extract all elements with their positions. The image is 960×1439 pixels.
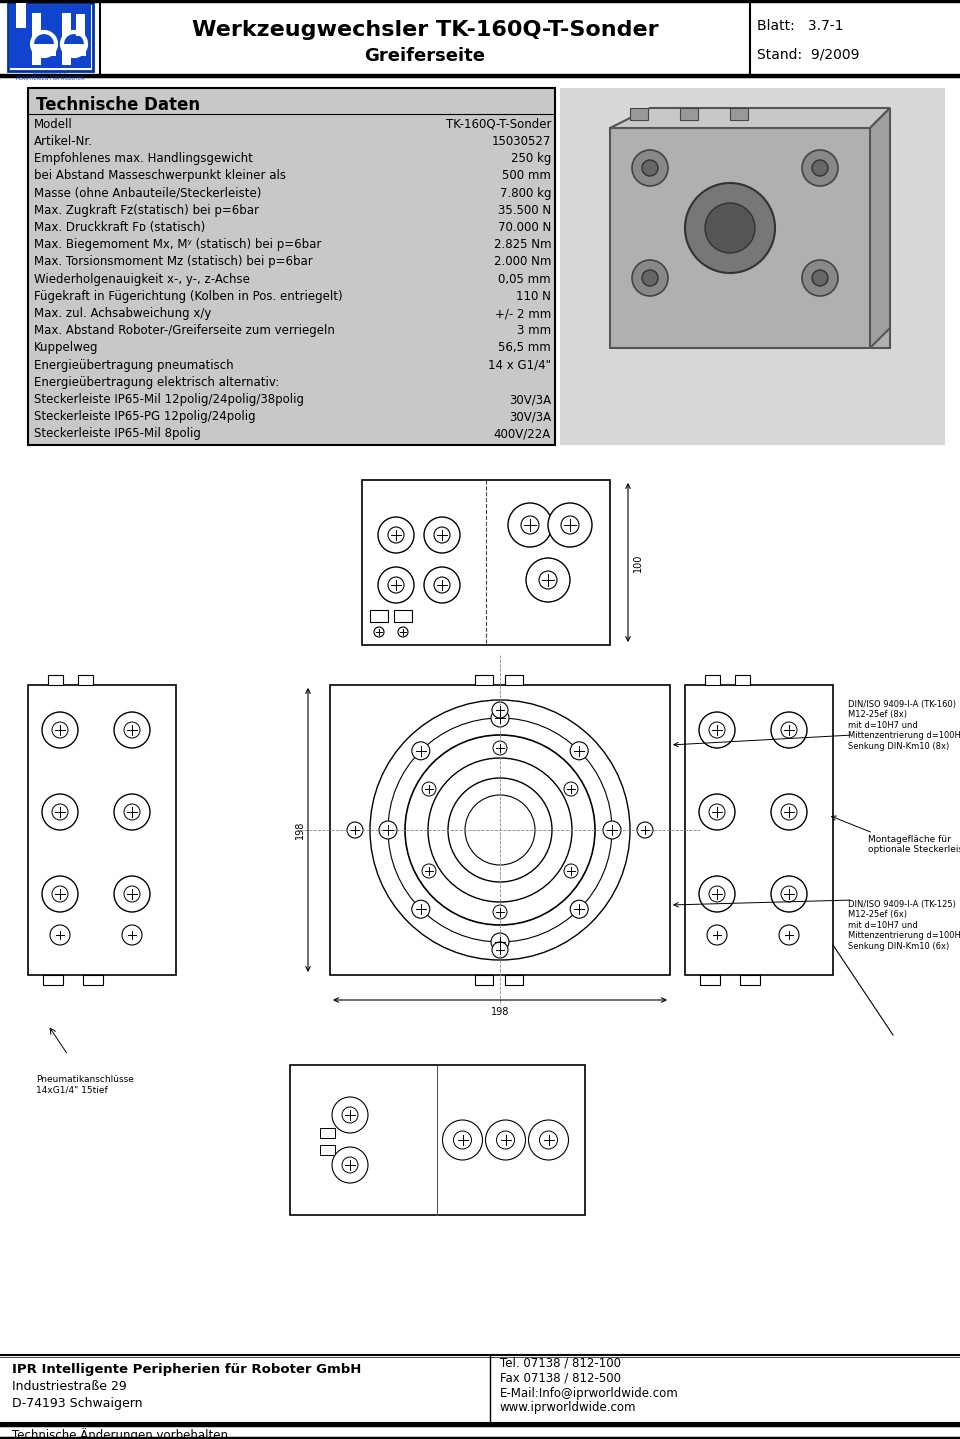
Circle shape xyxy=(114,876,150,912)
Bar xyxy=(320,1145,335,1156)
Text: 100: 100 xyxy=(633,554,643,571)
Bar xyxy=(8,3,93,71)
Text: 400V/22A: 400V/22A xyxy=(493,427,551,440)
Circle shape xyxy=(771,712,807,748)
Text: Max. Abstand Roboter-/Greiferseite zum verriegeln: Max. Abstand Roboter-/Greiferseite zum v… xyxy=(34,324,335,337)
Circle shape xyxy=(812,160,828,176)
Circle shape xyxy=(422,863,436,878)
Circle shape xyxy=(637,822,653,837)
Bar xyxy=(62,45,86,56)
Circle shape xyxy=(388,718,612,943)
Text: 500 mm: 500 mm xyxy=(502,170,551,183)
Circle shape xyxy=(779,925,799,945)
Text: www.iprworldwide.com: www.iprworldwide.com xyxy=(500,1402,636,1415)
Circle shape xyxy=(707,925,727,945)
Circle shape xyxy=(342,1157,358,1173)
Text: Max. Biegemoment Mx, Mʸ (statisch) bei p=6bar: Max. Biegemoment Mx, Mʸ (statisch) bei p… xyxy=(34,239,322,252)
Polygon shape xyxy=(610,108,890,128)
Bar xyxy=(740,976,760,986)
Circle shape xyxy=(443,1120,483,1160)
Circle shape xyxy=(709,722,725,738)
Circle shape xyxy=(781,886,797,902)
Text: 30V/3A: 30V/3A xyxy=(509,393,551,406)
Polygon shape xyxy=(870,108,890,348)
Text: Werkzeugwechsler TK-160Q-T-Sonder: Werkzeugwechsler TK-160Q-T-Sonder xyxy=(192,20,659,40)
Circle shape xyxy=(428,758,572,902)
Circle shape xyxy=(124,886,140,902)
Circle shape xyxy=(379,822,397,839)
Text: Blatt:   3.7-1: Blatt: 3.7-1 xyxy=(757,19,844,33)
Circle shape xyxy=(412,741,430,760)
Circle shape xyxy=(539,571,557,589)
Bar xyxy=(320,1128,335,1138)
Bar xyxy=(28,88,555,445)
Circle shape xyxy=(378,517,414,553)
Text: Masse (ohne Anbauteile/Steckerleiste): Masse (ohne Anbauteile/Steckerleiste) xyxy=(34,187,261,200)
Bar xyxy=(705,675,720,685)
Bar xyxy=(330,685,670,976)
Bar xyxy=(16,6,26,14)
Bar xyxy=(76,14,85,36)
Text: Kuppelweg: Kuppelweg xyxy=(34,341,99,354)
Text: bei Abstand Masseschwerpunkt kleiner als: bei Abstand Masseschwerpunkt kleiner als xyxy=(34,170,286,183)
Bar xyxy=(83,976,103,986)
Circle shape xyxy=(642,160,658,176)
Text: 70.000 N: 70.000 N xyxy=(497,222,551,235)
Circle shape xyxy=(570,741,588,760)
Circle shape xyxy=(370,699,630,960)
Circle shape xyxy=(124,722,140,738)
Text: Tel. 07138 / 812-100: Tel. 07138 / 812-100 xyxy=(500,1357,621,1370)
Circle shape xyxy=(52,804,68,820)
Text: 0,05 mm: 0,05 mm xyxy=(498,272,551,285)
Circle shape xyxy=(42,876,78,912)
Text: Max. Druckkraft Fᴅ (statisch): Max. Druckkraft Fᴅ (statisch) xyxy=(34,222,205,235)
Circle shape xyxy=(42,712,78,748)
Circle shape xyxy=(492,702,508,718)
Circle shape xyxy=(493,741,507,755)
Circle shape xyxy=(448,778,552,882)
Circle shape xyxy=(802,150,838,186)
Circle shape xyxy=(699,794,735,830)
Circle shape xyxy=(388,577,404,593)
Text: Steckerleiste IP65-Mil 8polig: Steckerleiste IP65-Mil 8polig xyxy=(34,427,201,440)
Circle shape xyxy=(812,271,828,286)
Bar xyxy=(62,13,71,65)
Text: 2.825 Nm: 2.825 Nm xyxy=(493,239,551,252)
Text: Fügekraft in Fügerichtung (Kolben in Pos. entriegelt): Fügekraft in Fügerichtung (Kolben in Pos… xyxy=(34,289,343,302)
Circle shape xyxy=(453,1131,471,1148)
Text: Pneumatikanschlüsse
14xG1/4" 15tief: Pneumatikanschlüsse 14xG1/4" 15tief xyxy=(36,1075,133,1095)
Bar xyxy=(560,88,945,445)
Text: TK-160Q-T-Sonder: TK-160Q-T-Sonder xyxy=(445,118,551,131)
Circle shape xyxy=(342,1107,358,1122)
Circle shape xyxy=(771,876,807,912)
Circle shape xyxy=(50,925,70,945)
Bar xyxy=(475,675,493,685)
Text: Max. zul. Achsabweichung x/y: Max. zul. Achsabweichung x/y xyxy=(34,307,211,319)
Bar xyxy=(16,3,26,27)
Bar xyxy=(48,675,63,685)
Circle shape xyxy=(486,1120,525,1160)
Text: 30V/3A: 30V/3A xyxy=(509,410,551,423)
Circle shape xyxy=(122,925,142,945)
Circle shape xyxy=(540,1131,558,1148)
Bar xyxy=(685,685,833,976)
Circle shape xyxy=(388,527,404,543)
Text: Industriestraße 29: Industriestraße 29 xyxy=(12,1380,127,1393)
Text: Wiederholgenauigkeit x-, y-, z-Achse: Wiederholgenauigkeit x-, y-, z-Achse xyxy=(34,272,250,285)
Circle shape xyxy=(771,794,807,830)
Bar xyxy=(10,4,91,68)
Text: DIN/ISO 9409-I-A (TK-160)
M12-25ef (8x)
mit d=10H7 und
Mittenzentrierung d=100H7: DIN/ISO 9409-I-A (TK-160) M12-25ef (8x) … xyxy=(848,699,960,751)
Circle shape xyxy=(709,886,725,902)
Text: Empfohlenes max. Handlingsgewicht: Empfohlenes max. Handlingsgewicht xyxy=(34,153,252,165)
Circle shape xyxy=(709,804,725,820)
Circle shape xyxy=(32,32,56,56)
Text: 7.800 kg: 7.800 kg xyxy=(499,187,551,200)
Circle shape xyxy=(548,504,592,547)
Circle shape xyxy=(42,794,78,830)
Text: DIN/ISO 9409-I-A (TK-125)
M12-25ef (6x)
mit d=10H7 und
Mittenzentrierung d=100H7: DIN/ISO 9409-I-A (TK-125) M12-25ef (6x) … xyxy=(848,899,960,951)
Bar xyxy=(630,108,648,119)
Text: 56,5 mm: 56,5 mm xyxy=(498,341,551,354)
Text: Montagefläche für
optionale Steckerleiste: Montagefläche für optionale Steckerleist… xyxy=(868,835,960,855)
Text: Max. Torsionsmoment Mz (statisch) bei p=6bar: Max. Torsionsmoment Mz (statisch) bei p=… xyxy=(34,255,313,269)
Circle shape xyxy=(114,794,150,830)
